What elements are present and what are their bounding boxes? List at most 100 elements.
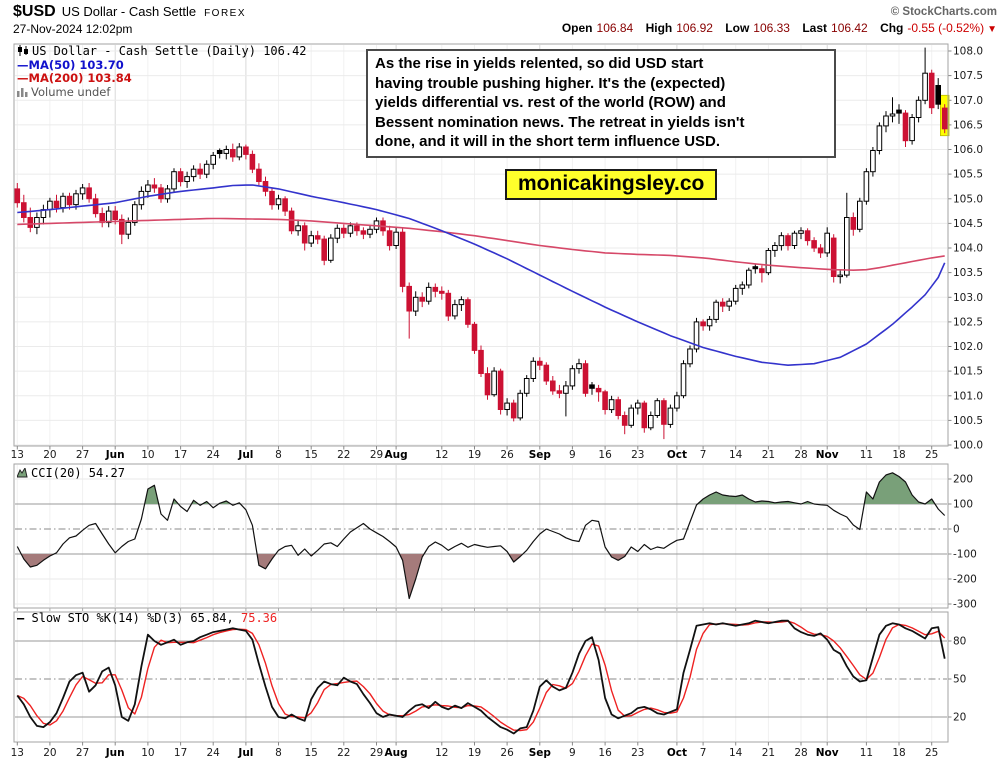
svg-text:7: 7 (700, 449, 707, 461)
ma200-line (17, 217, 945, 272)
svg-text:0: 0 (953, 524, 960, 536)
svg-text:24: 24 (207, 449, 221, 461)
cci-grid-and-axis: 200 100 0 -100 -200 -300 (15, 474, 977, 611)
copyright-label: © StockCharts.com (890, 6, 997, 18)
sto-panel-label: — Slow STO %K(14) %D(3) 65.84, 75.36 (17, 611, 277, 625)
svg-text:15: 15 (305, 449, 318, 461)
svg-text:10: 10 (141, 449, 154, 461)
legend-ma50-row: —MA(50) 103.70 (17, 57, 307, 73)
svg-text:9: 9 (569, 747, 576, 759)
svg-text:19: 19 (468, 449, 481, 461)
svg-text:13: 13 (11, 747, 24, 759)
svg-text:200: 200 (953, 474, 973, 486)
svg-text:26: 26 (500, 449, 514, 461)
svg-text:19: 19 (468, 747, 481, 759)
ma50-swatch: — (17, 57, 29, 72)
svg-text:102.0: 102.0 (953, 341, 983, 353)
low-label: Low (725, 21, 750, 35)
svg-text:12: 12 (435, 747, 448, 759)
datetime-label: 27-Nov-2024 12:02pm (13, 22, 133, 36)
watermark-badge: monicakingsley.co (505, 169, 718, 200)
sto-grid-and-axis: 80 50 20 (15, 636, 966, 724)
annotation-box: As the rise in yields relented, so did U… (366, 49, 836, 158)
svg-text:23: 23 (631, 747, 644, 759)
cci-fill-above (17, 472, 945, 504)
svg-text:27: 27 (76, 449, 89, 461)
svg-text:107.0: 107.0 (953, 95, 983, 107)
ma50-label: MA(50) 103.70 (28, 57, 124, 72)
legend-title: US Dollar - Cash Settle (Daily) 106.42 (32, 44, 307, 58)
svg-text:103.0: 103.0 (953, 292, 983, 304)
svg-text:100: 100 (953, 499, 973, 511)
svg-text:104.0: 104.0 (953, 243, 983, 255)
svg-text:7: 7 (700, 747, 707, 759)
volume-icon (17, 87, 28, 97)
svg-text:18: 18 (892, 747, 905, 759)
svg-text:101.0: 101.0 (953, 390, 983, 402)
svg-text:21: 21 (762, 449, 775, 461)
svg-text:106.0: 106.0 (953, 144, 983, 156)
svg-text:26: 26 (500, 747, 514, 759)
legend-volume-row: Volume undef (17, 85, 307, 100)
svg-text:100.5: 100.5 (953, 415, 983, 427)
cci-panel-border (13, 463, 949, 609)
svg-text:Aug: Aug (385, 747, 408, 759)
svg-text:21: 21 (762, 747, 775, 759)
svg-text:16: 16 (598, 747, 612, 759)
svg-text:Nov: Nov (816, 449, 839, 461)
svg-text:25: 25 (925, 747, 938, 759)
cci-area-icon (16, 466, 28, 478)
ma50-line (17, 184, 946, 367)
low-value: 106.33 (753, 21, 790, 35)
svg-text:Oct: Oct (667, 449, 687, 461)
svg-text:107.5: 107.5 (953, 70, 983, 82)
sto-d-line (17, 620, 946, 732)
quote-bar: Open 106.84 High 106.92 Low 106.33 Last 106.… (553, 21, 997, 35)
chart-legend: US Dollar - Cash Settle (Daily) 106.42 —… (17, 44, 307, 100)
svg-text:8: 8 (275, 747, 282, 759)
svg-text:9: 9 (569, 449, 576, 461)
legend-title-row: US Dollar - Cash Settle (Daily) 106.42 (17, 44, 307, 59)
svg-text:29: 29 (370, 449, 383, 461)
sto-vertical-grid (16, 613, 933, 741)
svg-text:12: 12 (435, 449, 448, 461)
svg-text:8: 8 (275, 449, 282, 461)
ma200-label: MA(200) 103.84 (28, 71, 132, 85)
svg-text:22: 22 (337, 449, 350, 461)
svg-text:108.0: 108.0 (953, 46, 983, 58)
svg-text:Aug: Aug (385, 449, 408, 461)
svg-text:105.0: 105.0 (953, 193, 983, 205)
high-label: High (645, 21, 673, 35)
svg-text:17: 17 (174, 449, 187, 461)
chg-value: -0.55 (-0.52%) (907, 21, 985, 35)
svg-text:28: 28 (794, 747, 807, 759)
price-panel-border (13, 43, 949, 447)
svg-text:-200: -200 (953, 574, 977, 586)
svg-text:Jul: Jul (237, 449, 253, 461)
svg-text:11: 11 (860, 449, 873, 461)
symbol: $USD (13, 3, 56, 20)
last-label: Last (802, 21, 828, 35)
chart-header: $USD US Dollar - Cash Settle FOREX (13, 3, 246, 21)
sto-label-main: Slow STO %K(14) %D(3) 65.84, (31, 611, 234, 625)
svg-text:Jul: Jul (237, 747, 253, 759)
svg-text:15: 15 (305, 747, 318, 759)
svg-text:14: 14 (729, 747, 743, 759)
cci-label-text: CCI(20) 54.27 (31, 466, 125, 480)
svg-text:Sep: Sep (529, 449, 552, 461)
svg-text:105.5: 105.5 (953, 169, 983, 181)
high-value: 106.92 (676, 21, 713, 35)
chg-label: Chg (880, 21, 904, 35)
open-value: 106.84 (596, 21, 634, 35)
candlestick-icon (18, 45, 28, 56)
svg-text:10: 10 (141, 747, 154, 759)
svg-text:18: 18 (892, 449, 905, 461)
svg-text:103.5: 103.5 (953, 267, 983, 279)
svg-text:13: 13 (11, 449, 24, 461)
cci-line (16, 472, 946, 600)
sto-k-line (16, 619, 946, 735)
ma200-swatch: — (17, 71, 29, 85)
instrument-name: US Dollar - Cash Settle (61, 4, 197, 19)
